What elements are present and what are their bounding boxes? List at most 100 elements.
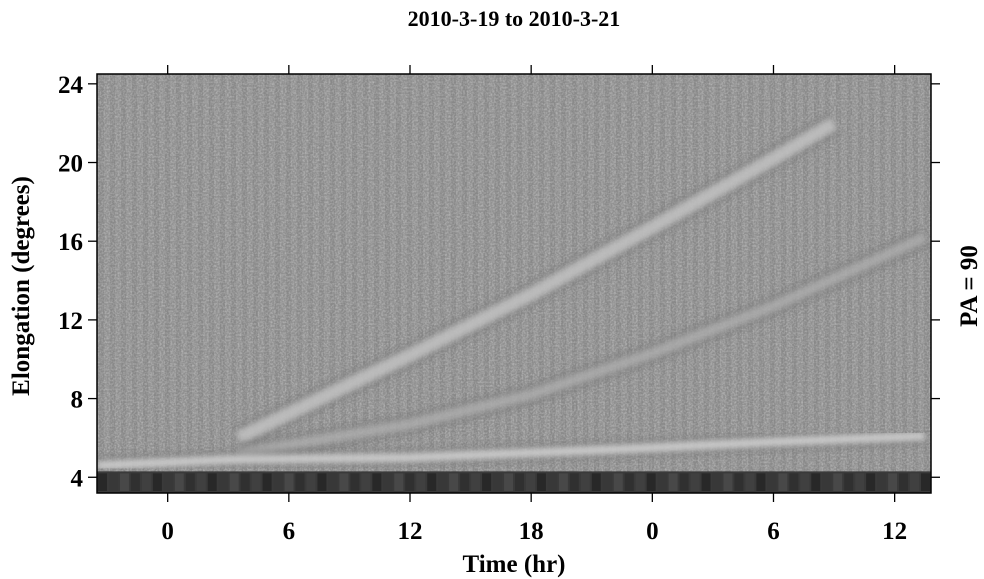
bottom-band-block <box>405 473 415 491</box>
bottom-band-block <box>910 473 920 491</box>
y-tick-label: 24 <box>58 72 84 99</box>
y-axis: 4 8 12 16 20 24 <box>58 72 940 492</box>
bottom-band-block <box>591 473 601 491</box>
x-tick-label: 12 <box>398 518 423 545</box>
bottom-band-block <box>98 473 107 491</box>
bottom-band-block <box>306 473 316 491</box>
bottom-band-block <box>646 473 656 491</box>
bottom-band-block <box>745 473 755 491</box>
x-tick-label: 18 <box>519 518 544 545</box>
x-tick-label: 6 <box>767 518 780 545</box>
bottom-band-block <box>372 473 382 491</box>
bottom-band-block <box>789 473 799 491</box>
bottom-band-block <box>163 473 173 491</box>
bottom-band-block <box>921 473 930 491</box>
bottom-band-block <box>888 473 898 491</box>
bottom-band-block <box>229 473 239 491</box>
bottom-band-block <box>635 473 645 491</box>
bottom-band-block <box>207 473 217 491</box>
bottom-band-block <box>580 473 590 491</box>
x-axis-label: Time (hr) <box>463 551 566 578</box>
bottom-band-block <box>383 473 393 491</box>
bottom-band-block <box>416 473 426 491</box>
bottom-band-block <box>613 473 623 491</box>
right-side-label: PA = 90 <box>956 245 983 327</box>
y-tick-label: 16 <box>58 229 83 256</box>
bottom-band-block <box>108 473 118 491</box>
bottom-band-block <box>712 473 722 491</box>
y-tick-label: 4 <box>71 465 84 492</box>
bottom-band-block <box>833 473 843 491</box>
tracks-layer <box>97 112 930 475</box>
x-axis: 0 6 12 18 0 6 12 <box>161 65 907 545</box>
bottom-band-block <box>877 473 887 491</box>
bottom-band-block <box>328 473 338 491</box>
bottom-band-block <box>504 473 513 491</box>
bottom-band-block <box>174 473 184 491</box>
steep-track <box>235 117 838 445</box>
bottom-band-block <box>778 473 788 491</box>
bottom-band-block <box>558 473 568 491</box>
bottom-band-block <box>427 473 437 491</box>
x-tick-label: 0 <box>161 518 174 545</box>
lower-band <box>97 431 926 470</box>
bottom-band-block <box>240 473 250 491</box>
x-tick-label: 6 <box>283 518 296 545</box>
bottom-band-block <box>668 473 678 491</box>
bottom-band-block <box>536 473 546 491</box>
bottom-band-block <box>449 473 459 491</box>
bottom-band-block <box>119 473 129 491</box>
x-tick-label: 0 <box>646 518 659 545</box>
bottom-band-block <box>899 473 909 491</box>
bottom-band-block <box>657 473 667 491</box>
bottom-band-block <box>679 473 689 491</box>
bottom-band-block <box>273 473 283 491</box>
bottom-band-block <box>844 473 854 491</box>
bottom-band-block <box>624 473 634 491</box>
bottom-band-block <box>262 473 272 491</box>
bottom-band-block <box>822 473 832 491</box>
bottom-band-block <box>515 473 524 491</box>
bottom-band-block <box>734 473 744 491</box>
bottom-band-block <box>460 473 470 491</box>
y-tick-label: 8 <box>71 387 84 414</box>
shallow-track <box>237 232 928 460</box>
bottom-band-block <box>438 473 448 491</box>
bottom-band-block <box>690 473 700 491</box>
bottom-band-block <box>723 473 733 491</box>
bottom-band-block <box>185 473 195 491</box>
plot-frame <box>96 73 932 494</box>
bottom-band-block <box>471 473 481 491</box>
bottom-band-block <box>866 473 876 491</box>
chart-title: 2010-3-19 to 2010-3-21 <box>408 6 621 31</box>
y-tick-label: 20 <box>58 151 83 178</box>
bottom-band-base <box>97 471 931 493</box>
bottom-band-block <box>482 473 492 491</box>
bottom-band-block <box>196 473 206 491</box>
bottom-band-block <box>141 473 151 491</box>
bottom-band-block <box>394 473 404 491</box>
bottom-band-block <box>295 473 305 491</box>
bottom-band-block <box>317 473 327 491</box>
bottom-band-block <box>130 473 140 491</box>
bottom-band-block <box>800 473 810 491</box>
bottom-band-block <box>811 473 821 491</box>
y-tick-label: 12 <box>58 308 83 335</box>
bottom-band-block <box>855 473 865 491</box>
bottom-band-block <box>493 473 503 491</box>
plot-area <box>97 74 931 493</box>
bottom-band-block <box>350 473 360 491</box>
bottom-band-block <box>525 473 535 491</box>
bottom-band-block <box>547 473 557 491</box>
y-axis-label: Elongation (degrees) <box>8 176 35 396</box>
bottom-band-block <box>218 473 228 491</box>
bottom-band-block <box>284 473 294 491</box>
bottom-band-block <box>251 473 261 491</box>
bottom-band-block <box>701 473 711 491</box>
bottom-band <box>97 471 931 493</box>
bottom-band-block <box>602 473 612 491</box>
bottom-band-block <box>767 473 777 491</box>
x-tick-label: 12 <box>882 518 907 545</box>
bottom-band-block <box>569 473 579 491</box>
